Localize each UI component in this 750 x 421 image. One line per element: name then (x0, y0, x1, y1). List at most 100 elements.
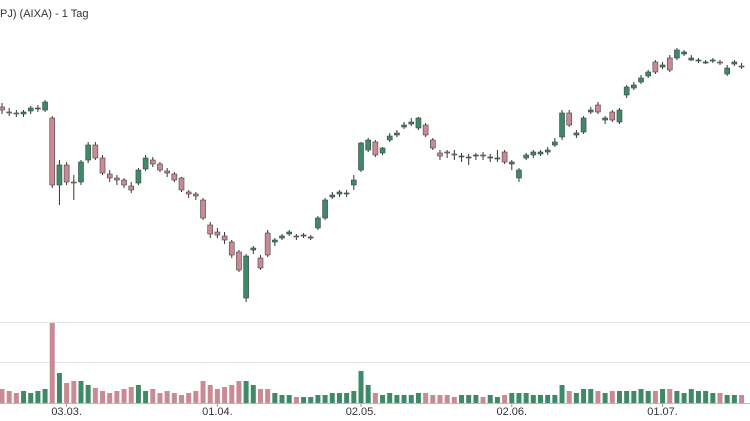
candle-body (623, 86, 630, 96)
candle-body (731, 61, 738, 65)
candle-body (121, 179, 127, 186)
volume-bar (128, 387, 134, 403)
volume-bar (92, 388, 98, 403)
volume-bar (616, 391, 622, 403)
volume-bar (21, 391, 27, 403)
candle-body (415, 117, 422, 129)
volume-bar (365, 385, 371, 403)
volume-bar (624, 391, 630, 403)
candle-body (329, 194, 336, 198)
candle-body (114, 177, 120, 181)
volume-bar (523, 393, 529, 403)
candle-body (286, 231, 293, 235)
volume-bar (538, 395, 543, 403)
candle-body (508, 161, 515, 165)
candle-body (580, 117, 587, 133)
candle-body (300, 234, 307, 237)
x-tick-label: 02.05. (346, 406, 377, 418)
volume-bar (717, 393, 723, 403)
volume-bar (13, 393, 19, 403)
candle-body (264, 232, 271, 256)
volume-bar (573, 393, 579, 403)
volume-bar (609, 391, 615, 403)
volume-bar (466, 395, 472, 403)
candle-body (193, 193, 199, 197)
candle-body (458, 155, 465, 158)
candle-body (92, 144, 99, 159)
candle-body (214, 231, 221, 236)
candle-body (56, 164, 63, 186)
volume-bar (566, 391, 572, 403)
candle-body (164, 170, 170, 174)
volume-bar (207, 385, 213, 403)
candle-body (27, 107, 34, 112)
volume-bar (602, 393, 608, 403)
candle-body (552, 141, 558, 146)
volume-bar (42, 389, 48, 403)
candle-body (178, 177, 185, 191)
volume-bar (150, 389, 156, 403)
volume-bar (710, 393, 716, 403)
candle-body (422, 124, 429, 136)
candle-body (42, 101, 48, 111)
volume-bar (71, 381, 77, 403)
volume-bar (387, 393, 393, 403)
candle-body (573, 132, 580, 136)
candle-body (516, 169, 522, 179)
candle-body (250, 247, 257, 251)
volume-bar (107, 393, 113, 403)
volume-bar (480, 397, 486, 403)
candle-body (106, 173, 113, 179)
volume-bar (660, 389, 666, 403)
volume-bar (243, 381, 249, 403)
volume-bar (286, 395, 292, 403)
candle-body (99, 157, 106, 174)
volume-bar (423, 393, 429, 403)
volume-bar (739, 395, 745, 403)
volume-bar (581, 389, 587, 403)
candle-body (171, 173, 178, 181)
volume-bar (631, 391, 637, 403)
candle-body (681, 51, 687, 55)
candle-body (365, 139, 371, 151)
candle-body (666, 57, 673, 71)
volume-bar (645, 391, 651, 403)
volume-bar (588, 389, 594, 403)
volume-bar (279, 395, 285, 403)
candle-body (487, 156, 494, 159)
volume-bar (595, 391, 601, 403)
volume-bar (667, 389, 673, 403)
volume-bar (64, 383, 70, 403)
candle-body (372, 141, 379, 156)
volume-bar (322, 395, 328, 403)
volume-bar (394, 395, 400, 403)
volume-bar (143, 391, 149, 403)
volume-bar (351, 391, 357, 403)
candle-body (0, 106, 5, 111)
candle-body (444, 151, 450, 154)
volume-bar (56, 373, 62, 403)
candle-body (307, 236, 314, 239)
candle-body (401, 124, 407, 128)
candle-body (228, 241, 235, 256)
volume-bar (552, 395, 558, 403)
candle-body (631, 84, 637, 89)
volume-bar (516, 393, 522, 403)
candle-body (595, 104, 601, 113)
candle-body (530, 151, 537, 156)
candle-body (394, 132, 400, 136)
volume-bar (265, 389, 271, 403)
candle-body (695, 59, 702, 62)
volume-bar (487, 395, 493, 403)
volume-bar (652, 391, 658, 403)
chart-title: PJ) (AIXA) - 1 Tag (0, 8, 88, 20)
volume-bar (164, 391, 170, 403)
volume-bar (121, 389, 127, 403)
volume-bar (638, 389, 644, 403)
volume-bar (257, 389, 263, 403)
candle-body (343, 192, 350, 195)
candle-body (200, 199, 206, 219)
x-tick-label: 01.07. (647, 406, 678, 418)
candle-body (465, 156, 472, 159)
candle-body (358, 142, 364, 171)
